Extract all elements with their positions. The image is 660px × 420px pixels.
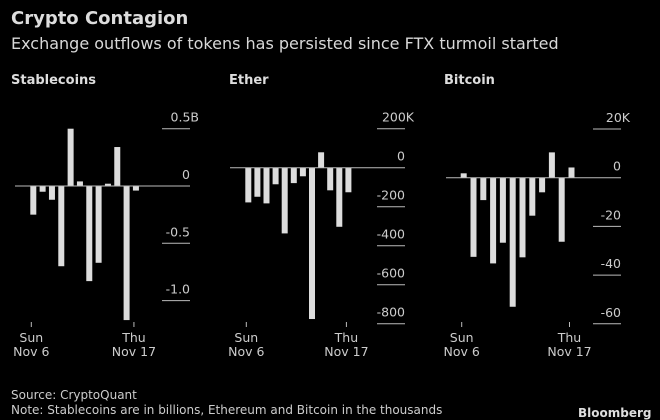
chart-subtitle: Exchange outflows of tokens has persiste… [11,34,559,53]
ether-bar [254,167,261,197]
ether-y-tick-label: -600 [377,266,405,281]
bitcoin-bar [558,177,565,242]
bitcoin-bar [519,177,526,258]
ether-bar [263,167,270,204]
bitcoin-x-tick-label: Nov 17 [547,344,591,359]
ether-bar [299,167,306,177]
bitcoin-bar [548,152,555,178]
bitcoin-bar [460,173,467,178]
bitcoin-bar [490,177,497,264]
stablecoins-bar [104,183,111,186]
stablecoins-bar [132,186,139,191]
ether-bar [272,167,279,185]
bitcoin-bar [470,177,477,257]
bitcoin-y-tick-label: 20K [606,110,631,125]
ether-y-tick-label: 0 [397,149,405,164]
ether-bar [245,167,252,203]
stablecoins-x-tick-label: Sun [19,330,43,345]
bitcoin-x-tick-label: Sun [450,330,474,345]
ether-y-tick-label: 200K [382,110,415,125]
ether-bar [290,167,297,184]
stablecoins-y-tick-label: -1.0 [166,282,190,297]
bitcoin-y-tick-label: -40 [601,256,621,271]
stablecoins-y-tick-label: -0.5 [166,224,190,239]
stablecoins-bar [48,186,55,200]
stablecoins-bar [114,147,121,186]
stablecoins-bar [86,186,93,282]
panel-title-ether: Ether [229,73,269,88]
ether-y-tick-label: -800 [377,305,405,320]
bitcoin-bar [539,177,546,193]
stablecoins-bar [39,186,46,192]
panel-title-bitcoin: Bitcoin [444,73,495,88]
bitcoin-bar [529,177,536,216]
stablecoins-bar [76,181,83,186]
ether-bar [309,167,315,320]
ether-y-tick-label: -400 [377,227,405,242]
ether-bar [281,167,288,234]
ether-bar [318,152,325,168]
chart-title: Crypto Contagion [11,8,189,29]
ether-x-tick-label: Sun [234,330,258,345]
bitcoin-bar [568,167,575,178]
footnote: Note: Stablecoins are in billions, Ether… [11,403,443,417]
bitcoin-y-tick-label: -60 [601,305,621,320]
bitcoin-bar [509,177,516,307]
panel-title-stablecoins: Stablecoins [11,73,97,88]
bitcoin-y-tick-label: -20 [601,207,621,222]
stablecoins-bar [30,186,37,215]
bitcoin-bar [480,177,487,201]
stablecoins-bar [95,186,102,263]
ether-x-tick-label: Thu [334,330,358,345]
bitcoin-x-tick-label: Nov 6 [444,344,480,359]
ether-bar [327,167,334,191]
ether-y-tick-label: -200 [377,188,405,203]
stablecoins-x-tick-label: Nov 17 [112,344,156,359]
bitcoin-x-tick-label: Thu [557,330,581,345]
stablecoins-x-tick-label: Thu [121,330,145,345]
stablecoins-bar [67,128,74,186]
stablecoins-bar [58,186,65,267]
source-note: Source: CryptoQuant [11,388,137,402]
stablecoins-y-tick-label: 0.5B [171,110,199,125]
bloomberg-logo: Bloomberg [578,406,652,420]
bitcoin-bar [499,177,506,243]
stablecoins-y-tick-label: 0 [182,167,190,182]
stablecoins-x-tick-label: Nov 6 [13,344,49,359]
ether-x-tick-label: Nov 6 [228,344,264,359]
stablecoins-bar [123,186,130,321]
bitcoin-y-tick-label: 0 [613,159,621,174]
ether-bar [336,167,343,227]
ether-x-tick-label: Nov 17 [324,344,368,359]
ether-bar [345,167,352,193]
